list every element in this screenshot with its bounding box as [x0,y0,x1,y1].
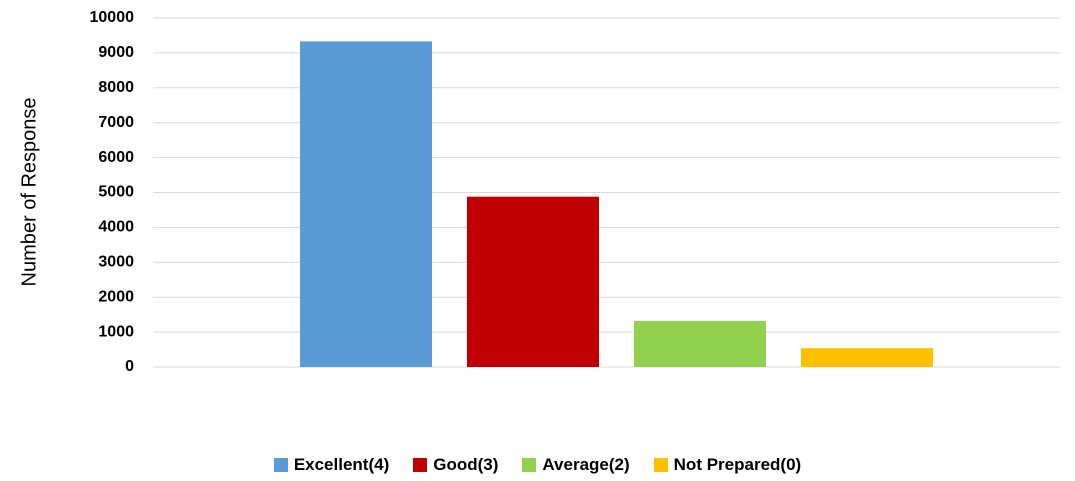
gridlines [153,17,1060,368]
y-tick-label: 9000 [98,44,134,61]
y-tick-label: 3000 [98,254,134,271]
y-axis-label: Number of Response [18,98,40,287]
y-tick-label: 2000 [98,288,134,305]
y-axis-ticks: 0 1000 2000 3000 4000 5000 6000 7000 8000 9000 100… [90,9,135,375]
y-tick-label: 4000 [98,219,134,236]
legend-swatch [522,458,537,472]
legend-swatch [273,458,288,472]
legend-label: Not Prepared(0) [673,455,802,474]
bar-chart: 0 1000 2000 3000 4000 5000 6000 7000 8000 9000 100… [18,9,1060,375]
legend-swatch [413,458,428,472]
legend-item-average: Average(2) [522,455,630,475]
legend-item-good: Good(3) [413,455,498,475]
bar-average-2 [634,320,766,367]
legend-item-excellent: Excellent(4) [273,455,390,475]
bar-not-prepared-0 [801,348,933,367]
y-tick-label: 8000 [98,79,134,96]
bar-good-3 [467,196,599,367]
legend-label: Average(2) [542,455,630,474]
legend: Excellent(4) Good(3) Average(2) Not Prep… [0,455,1075,475]
y-tick-label: 10000 [90,9,135,26]
legend-swatch [653,458,668,472]
y-tick-label: 0 [125,358,134,375]
y-tick-label: 7000 [98,114,134,131]
bars [300,41,933,368]
legend-item-not-prepared: Not Prepared(0) [653,455,802,475]
legend-label: Good(3) [433,455,499,474]
y-tick-label: 6000 [98,149,134,166]
y-tick-label: 5000 [98,184,134,201]
y-tick-label: 1000 [98,323,134,340]
legend-label: Excellent(4) [293,455,390,474]
bar-excellent-4 [300,41,432,368]
